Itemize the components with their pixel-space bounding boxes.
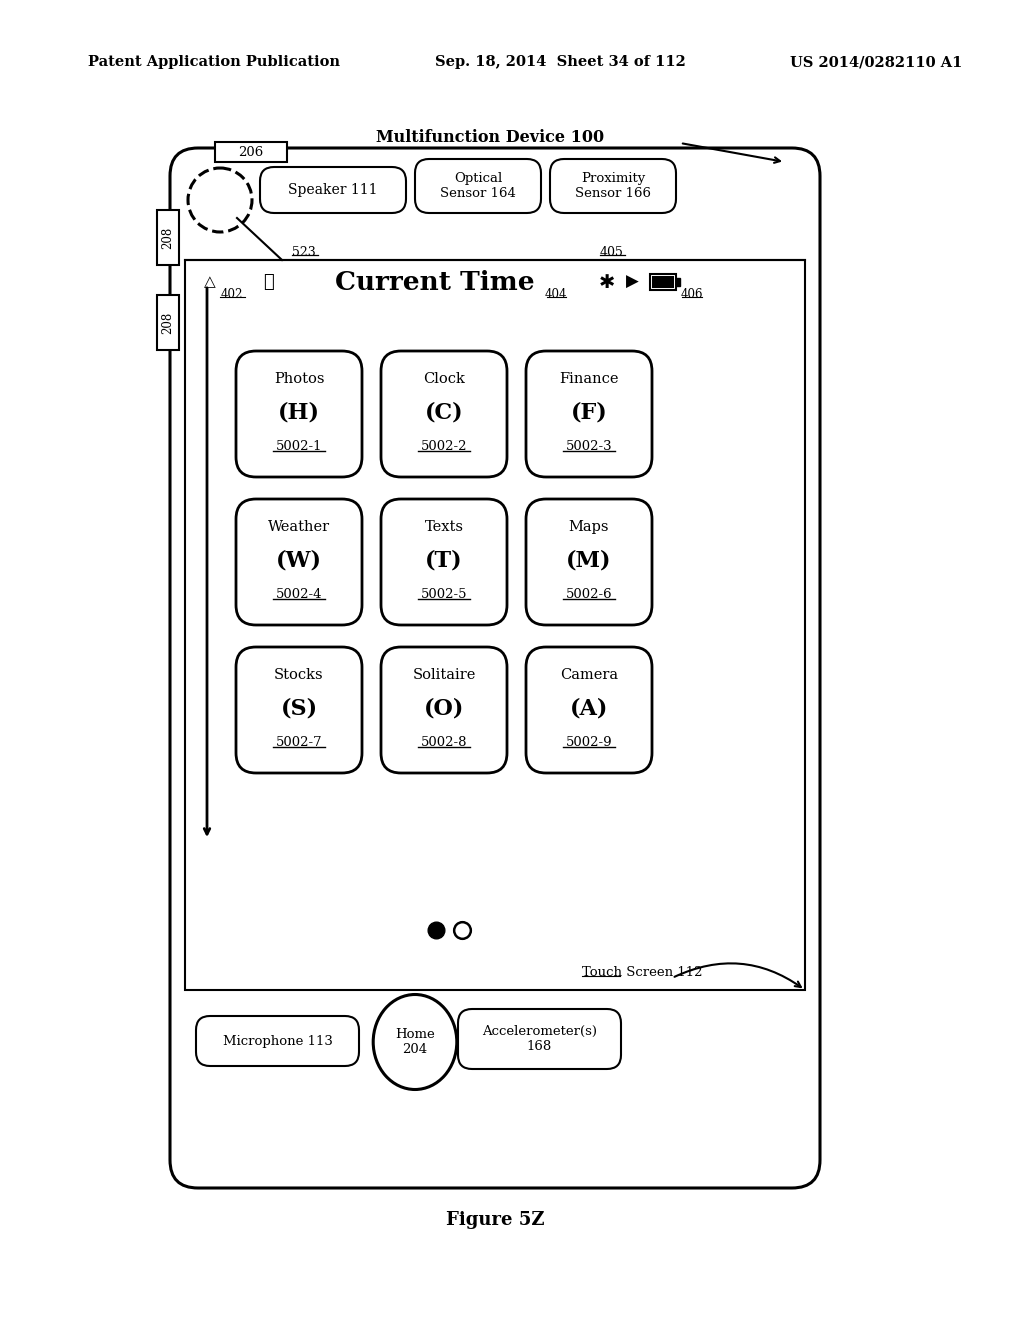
Text: Photos: Photos [273,372,325,385]
Bar [215,143,287,162]
Text: Accelerometer(s)
168: Accelerometer(s) 168 [482,1026,597,1053]
Text: 5002-1: 5002-1 [275,440,323,453]
FancyBboxPatch shape [260,168,406,213]
Text: 5002-5: 5002-5 [421,587,467,601]
FancyBboxPatch shape [196,1016,359,1067]
Text: 402: 402 [221,288,243,301]
Text: Figure 5Z: Figure 5Z [445,1210,544,1229]
Text: Touch Screen 112: Touch Screen 112 [582,966,702,979]
FancyBboxPatch shape [381,351,507,477]
Text: 5002-9: 5002-9 [565,735,612,748]
FancyBboxPatch shape [381,647,507,774]
FancyBboxPatch shape [381,499,507,624]
Bar [676,279,680,286]
Text: (H): (H) [278,403,319,424]
Text: 208: 208 [162,226,174,248]
Bar [652,276,674,288]
FancyBboxPatch shape [415,158,541,213]
Bar [650,275,676,290]
Text: Stocks: Stocks [274,668,324,682]
Text: (W): (W) [276,550,322,572]
Text: ✱: ✱ [599,272,615,292]
FancyBboxPatch shape [458,1008,621,1069]
FancyBboxPatch shape [526,351,652,477]
Text: (M): (M) [566,550,611,572]
Text: Multifunction Device 100: Multifunction Device 100 [376,129,604,147]
FancyBboxPatch shape [236,499,362,624]
Text: Home
204: Home 204 [395,1028,435,1056]
FancyBboxPatch shape [170,148,820,1188]
Text: 404: 404 [545,288,567,301]
Bar [157,210,179,265]
Text: (O): (O) [424,698,464,719]
Text: 5002-4: 5002-4 [275,587,323,601]
FancyBboxPatch shape [236,647,362,774]
Text: (S): (S) [281,698,317,719]
Text: Speaker 111: Speaker 111 [288,183,378,197]
Text: 5002-7: 5002-7 [275,735,323,748]
Text: Current Time: Current Time [335,269,535,294]
Text: Solitaire: Solitaire [413,668,476,682]
Text: 5002-2: 5002-2 [421,440,467,453]
Text: Weather: Weather [268,520,330,535]
Bar [157,294,179,350]
FancyBboxPatch shape [526,499,652,624]
Text: 523: 523 [292,246,315,259]
Text: Microphone 113: Microphone 113 [222,1035,333,1048]
FancyBboxPatch shape [550,158,676,213]
Text: 405: 405 [600,246,624,259]
FancyBboxPatch shape [526,647,652,774]
Text: (A): (A) [569,698,608,719]
Text: Patent Application Publication: Patent Application Publication [88,55,340,69]
Text: Optical
Sensor 164: Optical Sensor 164 [440,172,516,201]
Text: Camera: Camera [560,668,618,682]
Text: △: △ [204,275,216,289]
Text: ▶: ▶ [626,273,638,290]
Text: Proximity
Sensor 166: Proximity Sensor 166 [575,172,651,201]
Text: 5002-6: 5002-6 [565,587,612,601]
Bar [185,260,805,990]
Text: (T): (T) [425,550,463,572]
Text: Finance: Finance [559,372,618,385]
Text: 208: 208 [162,312,174,334]
Text: Sep. 18, 2014  Sheet 34 of 112: Sep. 18, 2014 Sheet 34 of 112 [435,55,686,69]
FancyBboxPatch shape [236,351,362,477]
Text: US 2014/0282110 A1: US 2014/0282110 A1 [790,55,963,69]
Text: 206: 206 [239,145,263,158]
Text: 5002-3: 5002-3 [565,440,612,453]
Text: (C): (C) [425,403,463,424]
Text: 5002-8: 5002-8 [421,735,467,748]
Text: (F): (F) [570,403,607,424]
Text: Maps: Maps [568,520,609,535]
Text: ≋: ≋ [262,273,273,290]
Text: Texts: Texts [425,520,464,535]
Text: Clock: Clock [423,372,465,385]
Text: 406: 406 [681,288,703,301]
